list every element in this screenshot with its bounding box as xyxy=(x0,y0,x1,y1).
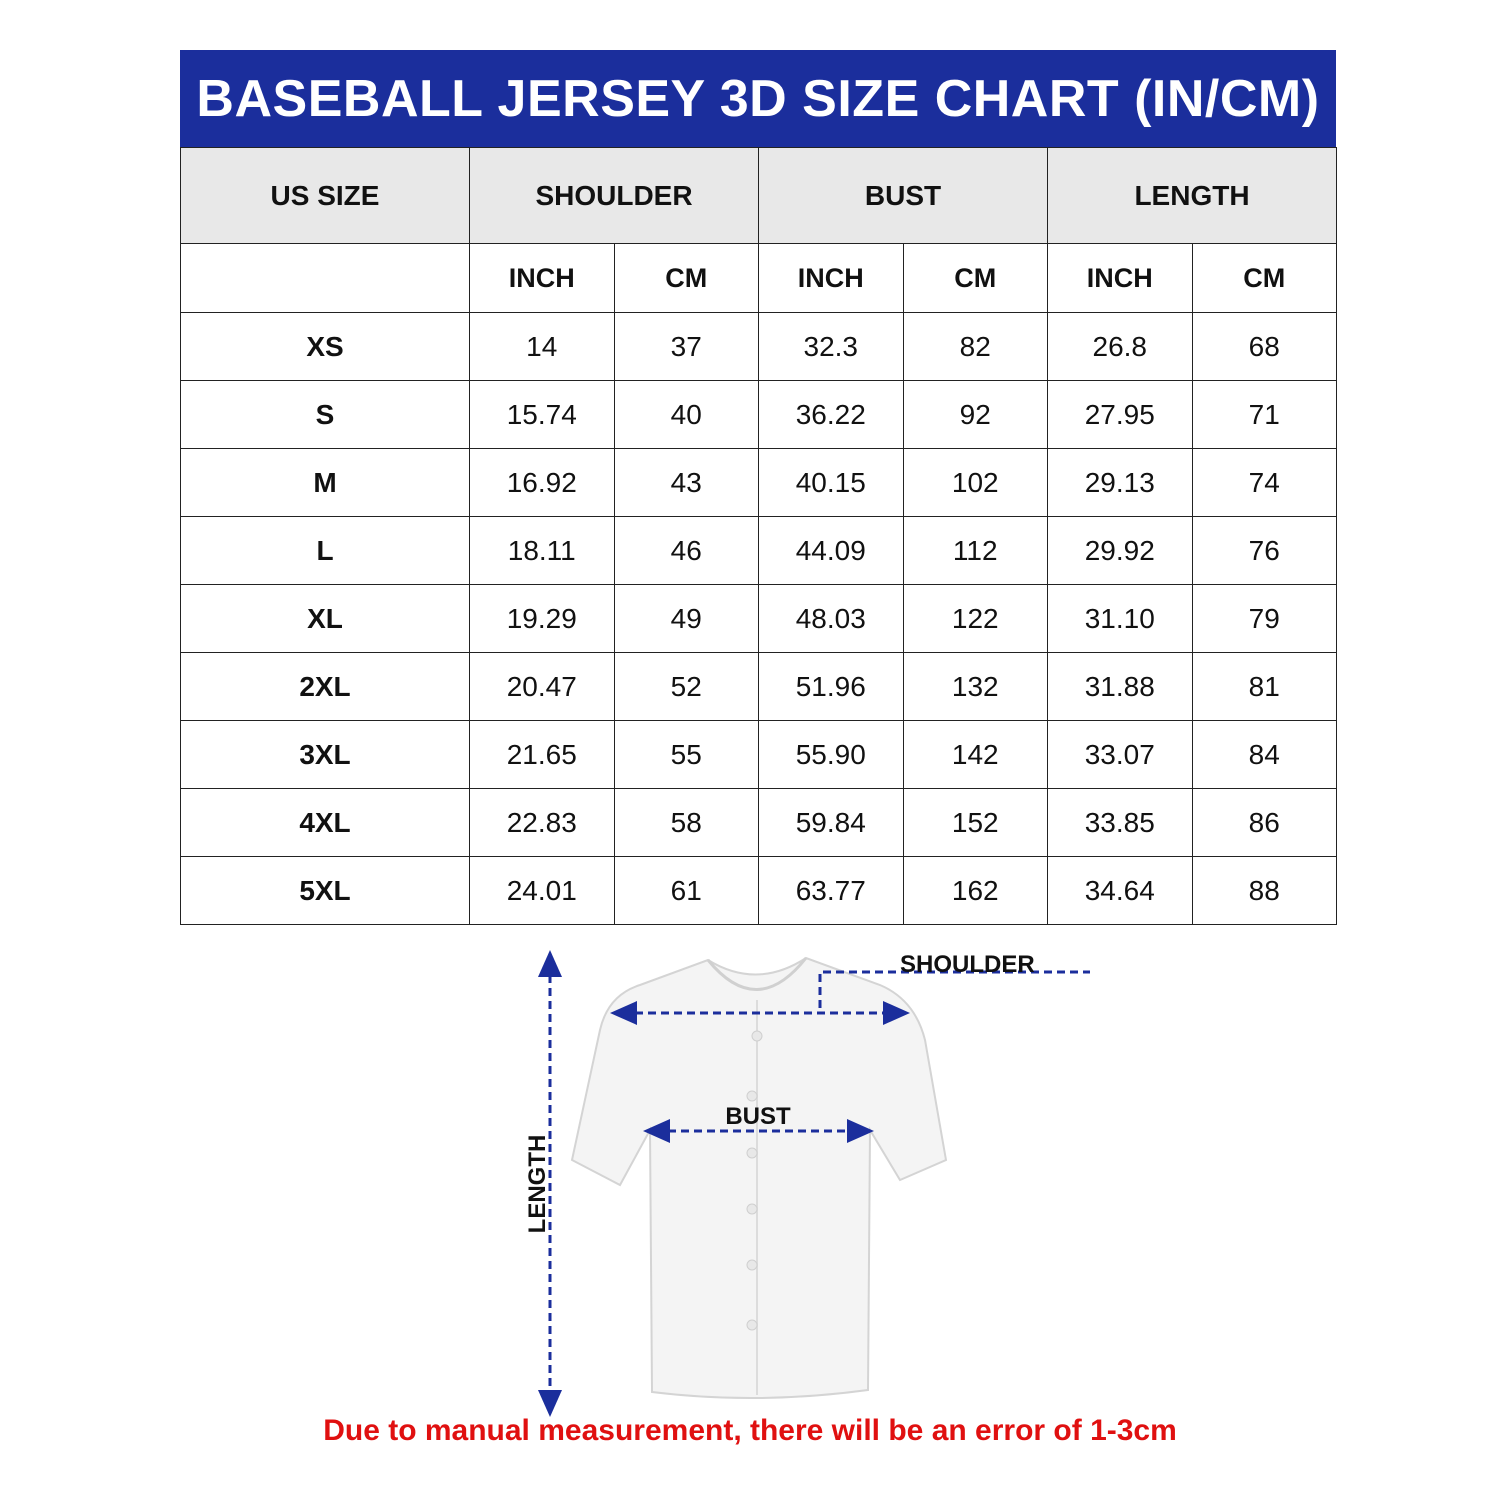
value-cell: 33.07 xyxy=(1047,720,1193,789)
shoulder-label: SHOULDER xyxy=(900,951,1035,978)
value-cell: 15.74 xyxy=(469,380,615,449)
value-cell: 81 xyxy=(1191,652,1337,721)
value-cell: 40.15 xyxy=(758,448,904,517)
table-row: S 15.74 40 36.22 92 27.95 71 xyxy=(180,380,1337,449)
value-cell: 48.03 xyxy=(758,584,904,653)
value-cell: 18.11 xyxy=(469,516,615,585)
size-cell: 5XL xyxy=(180,856,470,925)
value-cell: 88 xyxy=(1191,856,1337,925)
value-cell: 86 xyxy=(1191,788,1337,857)
unit-header: CM xyxy=(902,243,1048,313)
unit-header-blank xyxy=(180,243,470,313)
table-row: M 16.92 43 40.15 102 29.13 74 xyxy=(180,448,1337,517)
header-shoulder: SHOULDER xyxy=(469,147,759,244)
value-cell: 55.90 xyxy=(758,720,904,789)
value-cell: 68 xyxy=(1191,312,1337,381)
value-cell: 74 xyxy=(1191,448,1337,517)
size-cell: 3XL xyxy=(180,720,470,789)
value-cell: 29.13 xyxy=(1047,448,1193,517)
value-cell: 32.3 xyxy=(758,312,904,381)
value-cell: 36.22 xyxy=(758,380,904,449)
value-cell: 43 xyxy=(613,448,759,517)
value-cell: 102 xyxy=(902,448,1048,517)
value-cell: 76 xyxy=(1191,516,1337,585)
value-cell: 51.96 xyxy=(758,652,904,721)
value-cell: 82 xyxy=(902,312,1048,381)
value-cell: 71 xyxy=(1191,380,1337,449)
unit-header: INCH xyxy=(469,243,615,313)
unit-header: CM xyxy=(613,243,759,313)
value-cell: 84 xyxy=(1191,720,1337,789)
value-cell: 29.92 xyxy=(1047,516,1193,585)
length-label: LENGTH xyxy=(524,1135,551,1234)
size-cell: XS xyxy=(180,312,470,381)
value-cell: 58 xyxy=(613,788,759,857)
value-cell: 44.09 xyxy=(758,516,904,585)
value-cell: 55 xyxy=(613,720,759,789)
size-cell: L xyxy=(180,516,470,585)
header-length: LENGTH xyxy=(1047,147,1337,244)
table-row: 5XL 24.01 61 63.77 162 34.64 88 xyxy=(180,856,1337,925)
value-cell: 19.29 xyxy=(469,584,615,653)
value-cell: 79 xyxy=(1191,584,1337,653)
unit-header: INCH xyxy=(1047,243,1193,313)
value-cell: 59.84 xyxy=(758,788,904,857)
value-cell: 46 xyxy=(613,516,759,585)
value-cell: 152 xyxy=(902,788,1048,857)
value-cell: 31.10 xyxy=(1047,584,1193,653)
table-row: L 18.11 46 44.09 112 29.92 76 xyxy=(180,516,1337,585)
value-cell: 31.88 xyxy=(1047,652,1193,721)
unit-header: CM xyxy=(1191,243,1337,313)
group-header-row: US SIZE SHOULDER BUST LENGTH xyxy=(180,147,1337,244)
value-cell: 112 xyxy=(902,516,1048,585)
value-cell: 22.83 xyxy=(469,788,615,857)
value-cell: 27.95 xyxy=(1047,380,1193,449)
header-us-size: US SIZE xyxy=(180,147,470,244)
value-cell: 37 xyxy=(613,312,759,381)
unit-header-row: INCH CM INCH CM INCH CM xyxy=(180,243,1337,313)
value-cell: 21.65 xyxy=(469,720,615,789)
value-cell: 142 xyxy=(902,720,1048,789)
value-cell: 20.47 xyxy=(469,652,615,721)
value-cell: 34.64 xyxy=(1047,856,1193,925)
chart-title: BASEBALL JERSEY 3D SIZE CHART (IN/CM) xyxy=(180,50,1336,147)
size-cell: 2XL xyxy=(180,652,470,721)
jersey-illustration xyxy=(570,956,948,1400)
size-table: US SIZE SHOULDER BUST LENGTH INCH CM INC… xyxy=(180,147,1337,925)
value-cell: 63.77 xyxy=(758,856,904,925)
table-row: 4XL 22.83 58 59.84 152 33.85 86 xyxy=(180,788,1337,857)
value-cell: 92 xyxy=(902,380,1048,449)
header-bust: BUST xyxy=(758,147,1048,244)
value-cell: 14 xyxy=(469,312,615,381)
value-cell: 40 xyxy=(613,380,759,449)
value-cell: 33.85 xyxy=(1047,788,1193,857)
value-cell: 49 xyxy=(613,584,759,653)
table-row: 3XL 21.65 55 55.90 142 33.07 84 xyxy=(180,720,1337,789)
table-row: 2XL 20.47 52 51.96 132 31.88 81 xyxy=(180,652,1337,721)
size-cell: S xyxy=(180,380,470,449)
value-cell: 162 xyxy=(902,856,1048,925)
value-cell: 132 xyxy=(902,652,1048,721)
value-cell: 61 xyxy=(613,856,759,925)
value-cell: 26.8 xyxy=(1047,312,1193,381)
measurement-note: Due to manual measurement, there will be… xyxy=(323,1414,1177,1447)
size-cell: M xyxy=(180,448,470,517)
value-cell: 52 xyxy=(613,652,759,721)
value-cell: 16.92 xyxy=(469,448,615,517)
size-cell: 4XL xyxy=(180,788,470,857)
unit-header: INCH xyxy=(758,243,904,313)
shoulder-measure xyxy=(610,970,1090,1025)
table-row: XS 14 37 32.3 82 26.8 68 xyxy=(180,312,1337,381)
table-row: XL 19.29 49 48.03 122 31.10 79 xyxy=(180,584,1337,653)
value-cell: 24.01 xyxy=(469,856,615,925)
size-cell: XL xyxy=(180,584,470,653)
jersey-diagram: SHOULDER BUST LENGTH xyxy=(524,950,1090,1417)
bust-label: BUST xyxy=(725,1103,791,1130)
value-cell: 122 xyxy=(902,584,1048,653)
